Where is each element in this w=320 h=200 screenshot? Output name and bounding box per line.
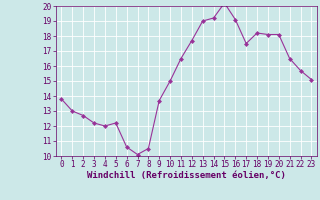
X-axis label: Windchill (Refroidissement éolien,°C): Windchill (Refroidissement éolien,°C) <box>87 171 286 180</box>
